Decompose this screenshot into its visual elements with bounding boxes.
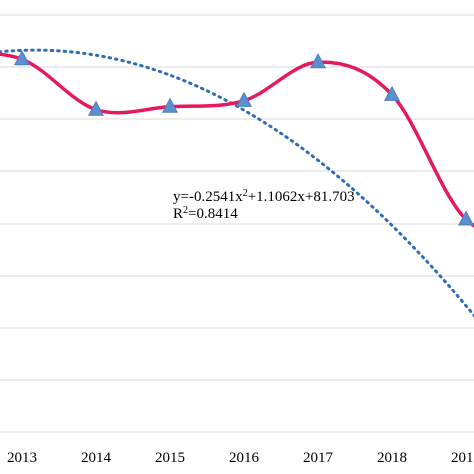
x-tick-label-2015: 2015 — [155, 450, 185, 466]
equation-superscript: 2 — [243, 188, 248, 199]
data-point-2018 — [383, 85, 401, 101]
trendline-equation-line: y=-0.2541x2+1.1062x+81.703 — [173, 188, 355, 206]
trendline-layer — [0, 48, 474, 318]
data-point-2014 — [87, 100, 105, 116]
data-point-2016 — [235, 91, 253, 107]
r2-value: =0.8414 — [188, 206, 238, 222]
data-point-2017 — [309, 53, 327, 69]
trendline-r2-line: R2=0.8414 — [173, 205, 238, 223]
trendline-equation: y=-0.2541x2+1.1062x+81.703 R2=0.8414 — [173, 188, 355, 223]
series-layer — [0, 52, 474, 228]
data-point-2013 — [13, 50, 31, 66]
data-point-2015 — [161, 97, 179, 113]
x-axis-ticks: 2013 2014 2015 2016 2017 2018 2019 — [7, 450, 474, 466]
polynomial-trendline — [0, 48, 474, 318]
marker-layer — [13, 50, 474, 226]
x-tick-label-2018: 2018 — [377, 450, 407, 466]
x-tick-label-2019: 2019 — [451, 450, 474, 466]
equation-prefix: y=-0.2541x — [173, 189, 243, 205]
gridlines — [0, 14, 474, 433]
series-line — [0, 52, 474, 228]
equation-suffix: +1.1062x+81.703 — [248, 189, 355, 205]
x-tick-label-2013: 2013 — [7, 450, 37, 466]
x-tick-label-2017: 2017 — [303, 450, 334, 466]
r2-prefix: R — [173, 206, 183, 222]
x-tick-label-2014: 2014 — [81, 450, 112, 466]
data-point-2019 — [457, 210, 474, 226]
r2-superscript: 2 — [183, 205, 188, 216]
x-tick-label-2016: 2016 — [229, 450, 260, 466]
